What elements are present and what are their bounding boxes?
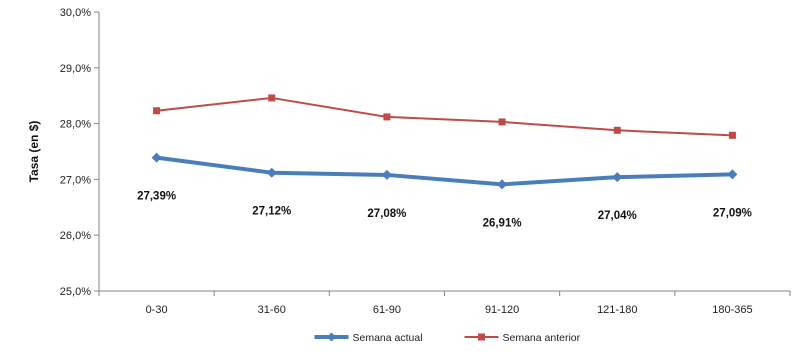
data-point	[153, 107, 161, 115]
data-point	[612, 172, 623, 183]
x-tick-label: 31-60	[258, 304, 286, 316]
data-point	[266, 167, 277, 178]
y-tick-label: 26,0%	[60, 230, 91, 242]
x-tick-label: 61-90	[373, 304, 401, 316]
data-point	[151, 152, 162, 163]
data-point	[383, 113, 391, 121]
data-point	[728, 131, 736, 139]
data-point	[497, 179, 508, 190]
data-point	[498, 118, 506, 126]
y-axis-title: Tasa (en $)	[27, 121, 41, 183]
x-tick-label: 0-30	[146, 304, 168, 316]
y-tick-label: 30,0%	[60, 7, 91, 19]
data-point	[381, 169, 392, 180]
series-line	[156, 155, 733, 187]
legend-label: Semana anterior	[503, 332, 581, 344]
y-tick-label: 28,0%	[60, 119, 91, 131]
data-label: 27,39%	[137, 191, 176, 203]
data-label: 27,08%	[367, 208, 406, 220]
data-label: 27,04%	[598, 210, 637, 222]
data-point	[727, 169, 738, 180]
data-point	[613, 126, 621, 134]
data-label: 26,91%	[483, 217, 522, 229]
data-point	[268, 94, 276, 102]
series-line	[156, 96, 733, 137]
data-label: 27,09%	[713, 207, 752, 219]
data-label: 27,12%	[252, 206, 291, 218]
y-tick-label: 27,0%	[60, 174, 91, 186]
y-tick-label: 25,0%	[60, 286, 91, 298]
x-tick-label: 180-365	[712, 304, 752, 316]
x-tick-label: 121-180	[597, 304, 637, 316]
x-tick-label: 91-120	[485, 304, 519, 316]
y-tick-label: 29,0%	[60, 63, 91, 75]
legend-marker	[478, 333, 485, 341]
legend-marker	[327, 332, 336, 342]
legend-label: Semana actual	[353, 332, 423, 344]
